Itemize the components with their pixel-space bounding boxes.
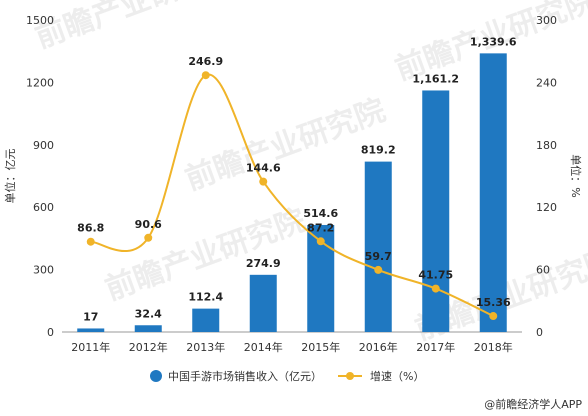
bar-5 bbox=[364, 161, 392, 332]
watermark-text-1: 前瞻产业研究院 bbox=[181, 93, 390, 198]
x-tick-6: 2017年 bbox=[416, 340, 455, 354]
bar-label-3: 274.9 bbox=[246, 257, 281, 270]
line-point-3 bbox=[259, 177, 268, 186]
y-left-tick-5: 1500 bbox=[26, 14, 54, 27]
bar-3 bbox=[249, 274, 277, 332]
legend-line-marker bbox=[346, 372, 354, 380]
y-left-tick-0: 0 bbox=[47, 326, 54, 339]
y-right-tick-2: 120 bbox=[536, 201, 557, 214]
bar-label-0: 17 bbox=[83, 310, 98, 323]
legend-bar-swatch bbox=[150, 370, 162, 382]
bar-label-2: 112.4 bbox=[188, 291, 223, 304]
x-tick-0: 2011年 bbox=[71, 340, 110, 354]
line-label-2: 246.9 bbox=[188, 55, 223, 68]
y-right-tick-3: 180 bbox=[536, 139, 557, 152]
x-tick-3: 2014年 bbox=[244, 340, 283, 354]
y-left-tick-4: 1200 bbox=[26, 76, 54, 89]
line-point-4 bbox=[316, 237, 325, 246]
bar-label-6: 1,161.2 bbox=[412, 72, 459, 85]
bar-label-4: 514.6 bbox=[303, 207, 338, 220]
bar-label-5: 819.2 bbox=[361, 144, 396, 157]
line-label-5: 59.7 bbox=[365, 250, 392, 263]
y-right-tick-1: 60 bbox=[536, 264, 550, 277]
bar-0 bbox=[77, 328, 105, 332]
line-label-6: 41.75 bbox=[418, 269, 453, 282]
line-label-3: 144.6 bbox=[246, 162, 281, 175]
axes: 0 300 600 900 1200 1500 0 60 120 180 240 300 2011年 20… bbox=[3, 14, 583, 354]
line-label-7: 15.36 bbox=[476, 296, 511, 309]
line-point-1 bbox=[144, 233, 153, 242]
bar-label-7: 1,339.6 bbox=[470, 35, 517, 48]
data-labels: 17 32.4 112.4 274.9 514.6 819.2 1,161.2 1,339.6… bbox=[77, 35, 517, 323]
bar-7 bbox=[479, 53, 507, 333]
y-left-axis-title: 单位：亿元 bbox=[3, 149, 17, 204]
y-right-tick-0: 0 bbox=[536, 326, 543, 339]
line-point-0 bbox=[86, 237, 95, 246]
bar-1 bbox=[134, 325, 162, 332]
line-series bbox=[86, 71, 498, 321]
bar-2 bbox=[192, 308, 220, 332]
line-label-0: 86.8 bbox=[77, 222, 104, 235]
line-point-6 bbox=[431, 284, 440, 293]
y-right-tick-4: 240 bbox=[536, 76, 557, 89]
line-point-2 bbox=[201, 71, 210, 80]
y-left-tick-1: 300 bbox=[33, 264, 54, 277]
line-label-4: 87.2 bbox=[307, 221, 334, 234]
legend: 中国手游市场销售收入（亿元） 增速（%） @前瞻经济学人APP bbox=[150, 369, 582, 411]
x-tick-2: 2013年 bbox=[186, 340, 225, 354]
line-label-1: 90.6 bbox=[135, 218, 162, 231]
watermark-text-0: 前瞻产业研究院 bbox=[31, 0, 240, 56]
bar-label-1: 32.4 bbox=[135, 307, 162, 320]
x-tick-1: 2012年 bbox=[129, 340, 168, 354]
line-point-5 bbox=[374, 265, 383, 274]
y-right-tick-5: 300 bbox=[536, 14, 557, 27]
y-right-axis-title: 单位：% bbox=[569, 154, 583, 197]
credit-text: @前瞻经济学人APP bbox=[484, 397, 582, 411]
x-tick-7: 2018年 bbox=[474, 340, 513, 354]
legend-bar-label: 中国手游市场销售收入（亿元） bbox=[168, 369, 322, 383]
bar-6 bbox=[422, 90, 450, 332]
y-left-tick-3: 900 bbox=[33, 139, 54, 152]
x-tick-4: 2015年 bbox=[301, 340, 340, 354]
y-left-tick-2: 600 bbox=[33, 201, 54, 214]
legend-line-label: 增速（%） bbox=[370, 369, 424, 383]
x-tick-5: 2016年 bbox=[359, 340, 398, 354]
line-point-7 bbox=[489, 312, 498, 321]
